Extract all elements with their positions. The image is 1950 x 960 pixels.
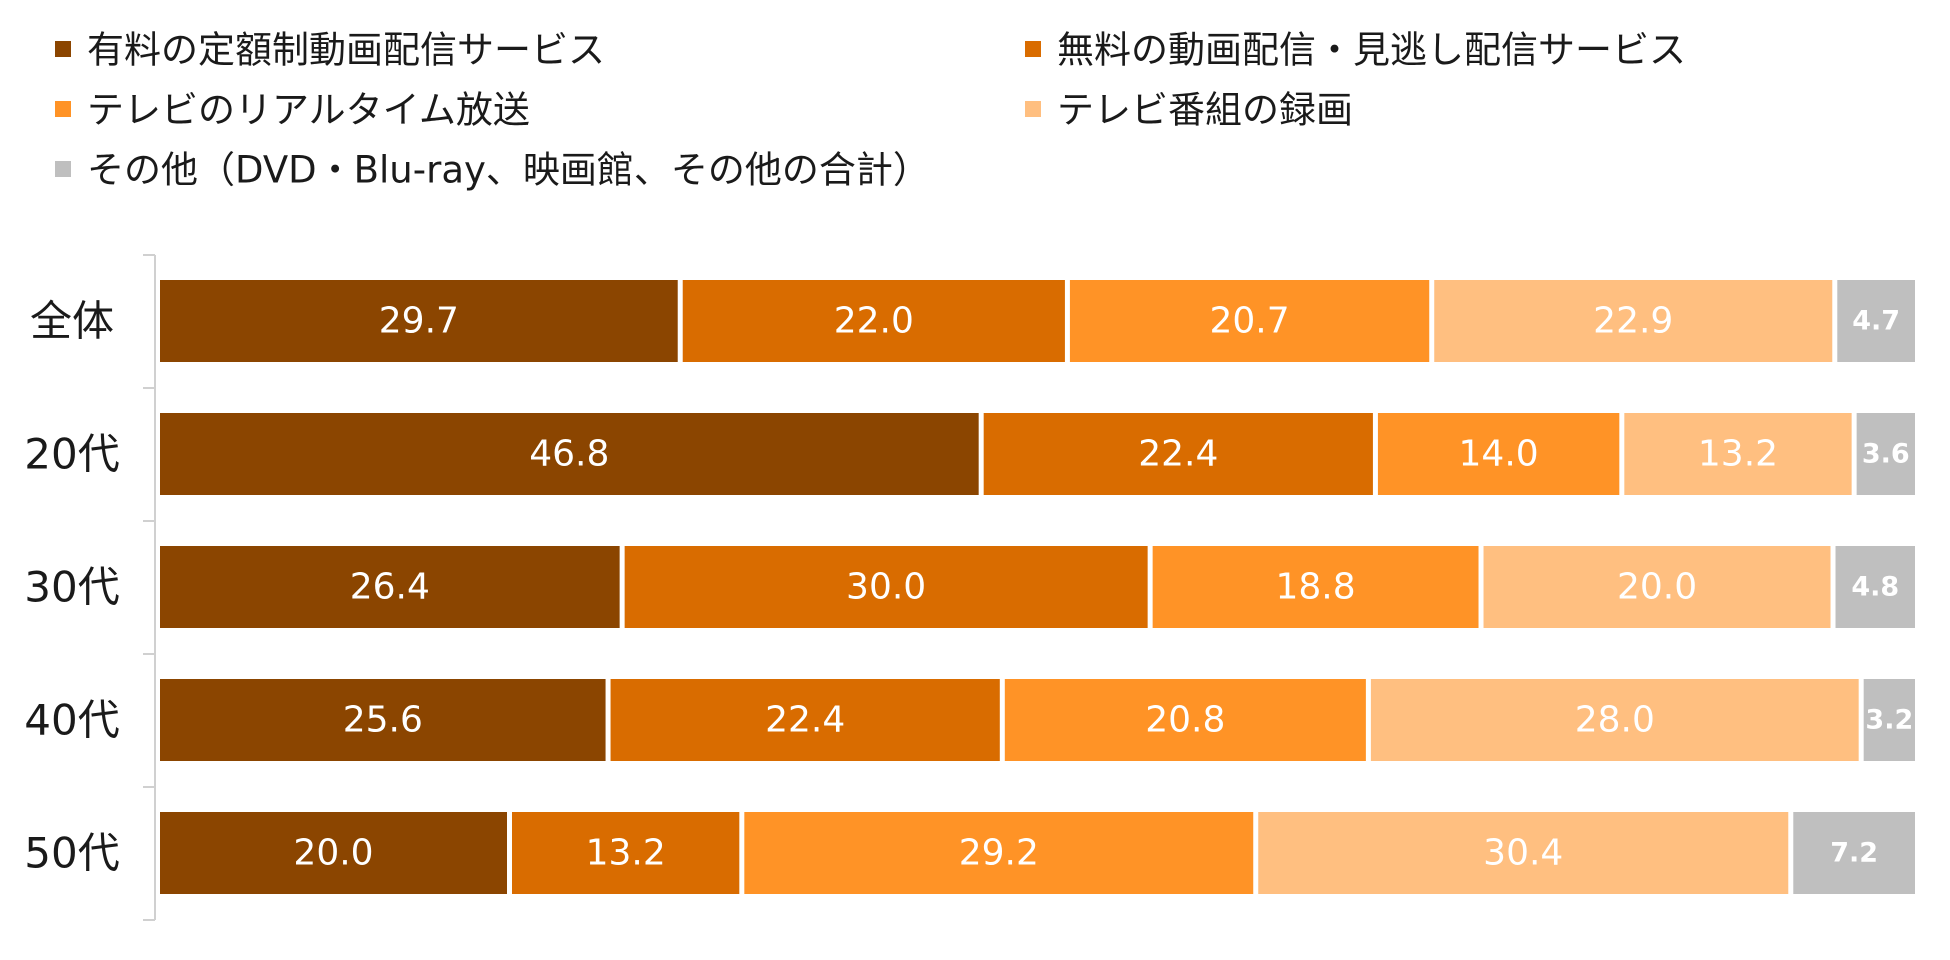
bar-segment bbox=[1835, 546, 1915, 628]
data-label: 20.7 bbox=[1210, 301, 1290, 342]
data-label: 4.8 bbox=[1851, 572, 1899, 603]
bar-segment bbox=[160, 679, 606, 761]
data-label: 20.0 bbox=[1617, 567, 1697, 608]
bar-row: 20.0 13.2 29.2 30.4 7.2 bbox=[160, 812, 1915, 894]
bar-segment bbox=[1793, 812, 1915, 894]
bar-segment bbox=[1004, 679, 1366, 761]
data-label: 22.4 bbox=[765, 700, 845, 741]
legend-swatch bbox=[55, 161, 71, 177]
data-label: 29.2 bbox=[959, 833, 1039, 874]
data-label: 3.6 bbox=[1862, 439, 1910, 470]
data-label: 22.0 bbox=[834, 301, 914, 342]
category-tick-label: 30代 bbox=[24, 563, 119, 612]
data-label: 29.7 bbox=[379, 301, 459, 342]
bar-segment bbox=[1856, 413, 1915, 495]
bar-segment bbox=[1863, 679, 1915, 761]
data-label: 18.8 bbox=[1276, 567, 1356, 608]
bar-segment bbox=[624, 546, 1148, 628]
legend-label: その他（DVD・Blu-ray、映画館、その他の合計） bbox=[87, 149, 930, 192]
data-label: 25.6 bbox=[343, 700, 423, 741]
legend-label: テレビ番組の録画 bbox=[1057, 89, 1353, 132]
data-label: 3.2 bbox=[1865, 705, 1913, 736]
legend-item: テレビのリアルタイム放送 bbox=[55, 89, 530, 132]
legend-swatch bbox=[55, 41, 71, 57]
data-label: 30.4 bbox=[1483, 833, 1563, 874]
data-label: 22.9 bbox=[1593, 301, 1673, 342]
bar-segment bbox=[1377, 413, 1620, 495]
bar-segment bbox=[1152, 546, 1479, 628]
data-label: 22.4 bbox=[1138, 434, 1218, 475]
bar-segment bbox=[682, 280, 1065, 362]
category-tick-label: 50代 bbox=[24, 829, 119, 878]
data-label: 14.0 bbox=[1459, 434, 1539, 475]
data-label: 4.7 bbox=[1852, 306, 1900, 337]
bar-row: 29.7 22.0 20.7 22.9 4.7 bbox=[160, 280, 1915, 362]
data-label: 30.0 bbox=[846, 567, 926, 608]
bar-segment bbox=[160, 812, 507, 894]
legend-swatch bbox=[55, 101, 71, 117]
data-label: 13.2 bbox=[1698, 434, 1778, 475]
bar-row: 25.6 22.4 20.8 28.0 3.2 bbox=[160, 679, 1915, 761]
bar-segment bbox=[512, 812, 740, 894]
data-label: 13.2 bbox=[586, 833, 666, 874]
legend-label: 無料の動画配信・見逃し配信サービス bbox=[1057, 29, 1686, 72]
bar-segment bbox=[160, 413, 979, 495]
legend-label: 有料の定額制動画配信サービス bbox=[87, 29, 605, 72]
bar-segment bbox=[1069, 280, 1430, 362]
bar-segment bbox=[744, 812, 1254, 894]
bar-segment bbox=[1258, 812, 1789, 894]
bar-row: 46.8 22.4 14.0 13.2 3.6 bbox=[160, 413, 1915, 495]
bar-segment bbox=[160, 280, 678, 362]
bar-row: 26.4 30.0 18.8 20.0 4.8 bbox=[160, 546, 1915, 628]
data-label: 7.2 bbox=[1830, 838, 1878, 869]
data-label: 20.8 bbox=[1145, 700, 1225, 741]
bar-segment bbox=[160, 546, 620, 628]
category-tick-label: 40代 bbox=[24, 696, 119, 745]
data-label: 26.4 bbox=[350, 567, 430, 608]
bar-segment bbox=[1370, 679, 1859, 761]
legend-swatch bbox=[1025, 101, 1041, 117]
legend-item: 無料の動画配信・見逃し配信サービス bbox=[1025, 29, 1686, 72]
bar-segment bbox=[1837, 280, 1915, 362]
legend-label: テレビのリアルタイム放送 bbox=[87, 89, 530, 132]
category-tick-label: 全体 bbox=[30, 297, 114, 346]
bar-segment bbox=[610, 679, 1000, 761]
data-label: 28.0 bbox=[1575, 700, 1655, 741]
category-axis: 全体 20代 30代 40代 50代 bbox=[24, 254, 156, 921]
data-label: 20.0 bbox=[293, 833, 373, 874]
bars: 29.7 22.0 20.7 22.9 4.7 46.8 22.4 14.0 13.2 3.6 26… bbox=[160, 280, 1915, 894]
bar-segment bbox=[1483, 546, 1831, 628]
data-label: 46.8 bbox=[529, 434, 609, 475]
bar-segment bbox=[1624, 413, 1852, 495]
legend-item: その他（DVD・Blu-ray、映画館、その他の合計） bbox=[55, 149, 930, 192]
bar-segment bbox=[983, 413, 1373, 495]
category-tick-label: 20代 bbox=[24, 430, 119, 479]
legend-item: テレビ番組の録画 bbox=[1025, 89, 1353, 132]
legend: 有料の定額制動画配信サービス 無料の動画配信・見逃し配信サービステレビのリアルタイ… bbox=[55, 29, 1686, 192]
bar-segment bbox=[1434, 280, 1833, 362]
legend-swatch bbox=[1025, 41, 1041, 57]
legend-item: 有料の定額制動画配信サービス bbox=[55, 29, 605, 72]
